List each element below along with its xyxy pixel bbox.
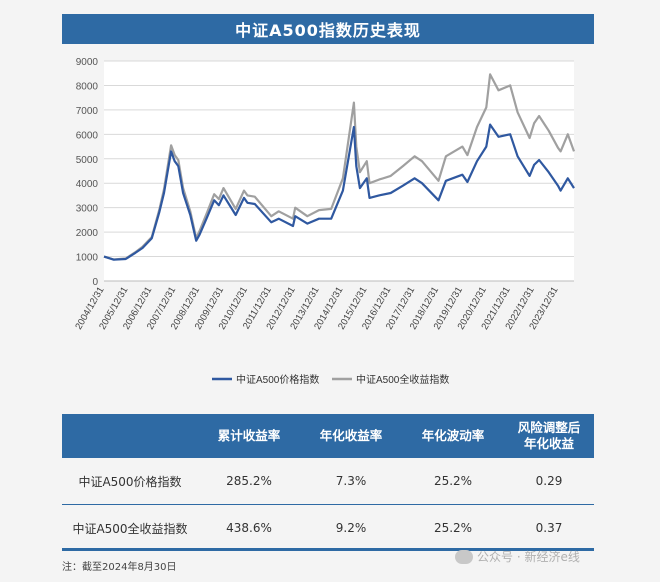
y-tick-label: 4000 — [76, 179, 99, 190]
plot-background — [104, 61, 574, 281]
cell-annual-return: 7.3% — [335, 474, 367, 488]
cell-cumulative-return: 285.2% — [226, 474, 272, 488]
table-bottom-rule — [62, 548, 594, 551]
header-risk-line1: 风险调整后 — [517, 420, 581, 435]
watermark-text: 公众号 · 新经济e线 — [477, 550, 580, 564]
header-cumulative-return: 累计收益率 — [217, 428, 281, 443]
y-tick-label: 1000 — [76, 253, 99, 264]
performance-table: 累计收益率 年化收益率 年化波动率 风险调整后 年化收益 中证A500价格指数 … — [62, 414, 594, 551]
legend-label: 中证A500全收益指数 — [356, 373, 449, 386]
chart-grid — [104, 60, 574, 282]
wechat-icon — [455, 549, 473, 564]
y-tick-label: 2000 — [76, 228, 99, 239]
cell-risk-adjusted-return: 0.37 — [535, 521, 563, 535]
header-risk-line2: 年化收益 — [523, 436, 574, 451]
watermark: 公众号 · 新经济e线 — [455, 548, 580, 565]
cell-annual-return: 9.2% — [335, 521, 367, 535]
header-risk-adjusted-return: 风险调整后 年化收益 — [504, 420, 594, 452]
cell-cumulative-return: 438.6% — [226, 521, 272, 535]
chart-title: 中证A500指数历史表现 — [62, 14, 594, 44]
y-axis-ticks: 9000 8000 7000 6000 5000 4000 3000 2000 1000 0 — [76, 57, 99, 288]
line-chart: 9000 8000 7000 6000 5000 4000 3000 2000 1000 0 20… — [73, 57, 576, 386]
x-axis-ticks: 2004/12/312005/12/312006/12/312007/12/31… — [73, 285, 560, 332]
cell-risk-adjusted-return: 0.29 — [535, 474, 563, 488]
table-row: 中证A500价格指数 285.2% 7.3% 25.2% 0.29 — [62, 458, 594, 505]
y-tick-label: 6000 — [76, 130, 99, 141]
y-tick-label: 5000 — [76, 155, 99, 166]
header-annual-volatility: 年化波动率 — [421, 428, 485, 443]
table-header: 累计收益率 年化收益率 年化波动率 风险调整后 年化收益 — [62, 414, 594, 458]
cell-annual-volatility: 25.2% — [433, 474, 473, 488]
footnote: 注：截至2024年8月30日 — [62, 562, 177, 573]
row-label: 中证A500全收益指数 — [72, 521, 188, 536]
chart-legend: 中证A500价格指数 中证A500全收益指数 — [212, 373, 449, 386]
table-row: 中证A500全收益指数 438.6% 9.2% 25.2% 0.37 — [62, 505, 594, 551]
y-tick-label: 9000 — [76, 57, 99, 68]
row-label: 中证A500价格指数 — [78, 474, 182, 489]
chart-series — [103, 73, 576, 261]
header-annual-return: 年化收益率 — [319, 428, 383, 443]
cell-annual-volatility: 25.2% — [433, 521, 473, 535]
series-line — [103, 73, 576, 261]
y-tick-label: 7000 — [76, 106, 99, 117]
y-tick-label: 8000 — [76, 81, 99, 92]
y-tick-label: 3000 — [76, 204, 99, 215]
series-line — [103, 123, 575, 261]
legend-label: 中证A500价格指数 — [236, 373, 319, 386]
y-tick-label: 0 — [92, 277, 98, 288]
